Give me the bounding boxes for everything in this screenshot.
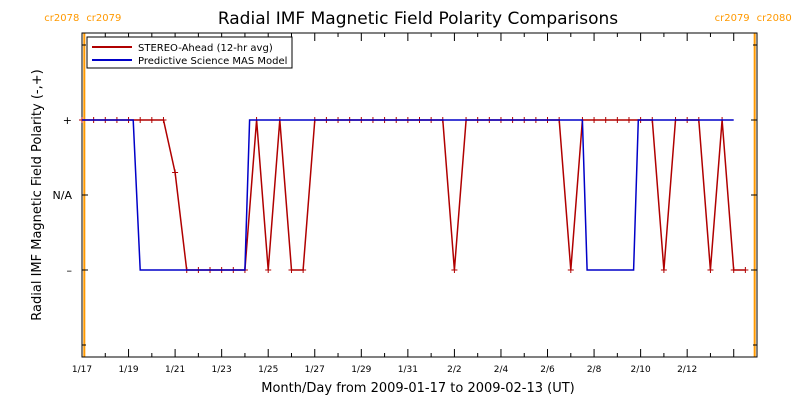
data-point [602,117,609,123]
carrington-label-left: cr2078 [44,13,79,24]
series-mas-model [82,119,734,271]
legend-label-stereo: STEREO-Ahead (12-hr avg) [138,43,273,54]
data-point [451,267,458,273]
x-tick-label: 1/21 [165,365,185,375]
legend-box [86,36,293,69]
x-tick-label: 1/17 [72,365,92,375]
x-tick-label: 2/2 [447,365,461,375]
x-tick-label: 1/31 [398,365,418,375]
data-point [742,267,749,273]
data-point [730,267,737,273]
legend-label-mas: Predictive Science MAS Model [138,56,287,67]
data-point [591,117,598,123]
mas-line [82,119,734,271]
y-axis-label: Radial IMF Magnetic Field Polarity (-,+) [30,69,45,320]
plot-frame [81,32,758,358]
x-tick-label: 2/12 [677,365,697,375]
x-axis: 1/17 1/19 1/21 1/23 1/25 1/27 1/29 1/31 2/2 2/4 2/… [72,33,735,375]
y-tick-label: N/A [53,189,73,202]
x-tick-label: 2/6 [540,365,555,375]
stereo-line [82,119,746,271]
series-layer [79,117,749,273]
legend: STEREO-Ahead (12-hr avg) Predictive Scie… [86,36,293,69]
carrington-label-left: cr2079 [715,13,750,24]
data-point [707,267,714,273]
data-point [148,117,155,123]
carrington-label-right: cr2079 [86,13,121,24]
chart-title: Radial IMF Magnetic Field Polarity Compa… [218,9,618,29]
y-tick-label: + [63,114,72,127]
series-stereo-ahead [79,117,749,273]
x-tick-label: 2/10 [631,365,651,375]
data-point [160,117,167,123]
carrington-label-right: cr2080 [757,13,792,24]
data-point [625,117,632,123]
data-point [172,169,179,176]
y-axis: + N/A – [53,44,757,346]
x-tick-label: 1/23 [212,365,232,375]
x-tick-label: 2/8 [587,365,602,375]
data-point [660,267,667,273]
x-tick-label: 1/29 [351,365,371,375]
x-tick-label: 1/25 [258,365,278,375]
data-point [265,267,272,273]
x-tick-label: 2/4 [494,365,509,375]
x-tick-label: 1/19 [118,365,138,375]
x-tick-label: 1/27 [305,365,325,375]
data-point [288,267,295,273]
data-point [137,117,144,123]
data-point [567,267,574,273]
y-tick-label: – [67,264,73,277]
data-point [300,267,307,273]
x-axis-label: Month/Day from 2009-01-17 to 2009-02-13 … [261,381,574,396]
data-point [614,117,621,123]
